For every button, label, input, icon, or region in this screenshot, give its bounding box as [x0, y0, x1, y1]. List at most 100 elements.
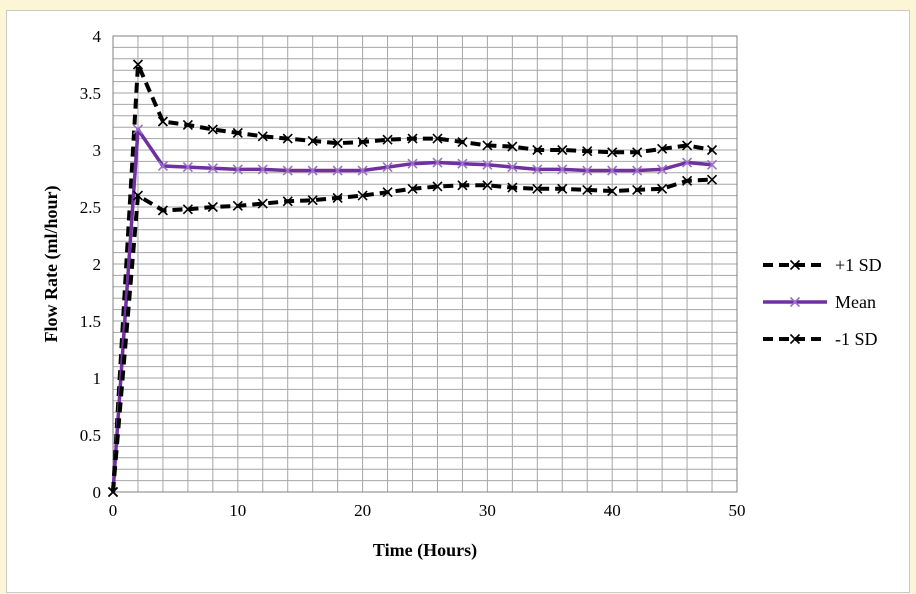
marker-stroke [207, 124, 218, 135]
data-point [657, 183, 668, 194]
marker-stroke [357, 136, 368, 148]
data-point [482, 159, 493, 170]
marker-stroke [532, 183, 543, 194]
data-point [582, 146, 593, 157]
legend-marker [789, 333, 801, 345]
marker-stroke [507, 162, 518, 173]
marker-stroke [232, 127, 243, 138]
marker-stroke [207, 201, 218, 213]
data-point [457, 136, 468, 148]
marker-stroke [157, 205, 168, 216]
data-point [632, 184, 643, 195]
grid [112, 35, 738, 493]
y-axis-title: Flow Rate (ml/hour) [41, 186, 62, 343]
marker-stroke [332, 165, 343, 176]
data-point [682, 140, 693, 151]
y-tick-label: 1.5 [80, 312, 101, 331]
marker-stroke [182, 119, 193, 130]
data-point [307, 165, 318, 176]
data-point [282, 133, 293, 144]
marker-stroke [557, 164, 568, 175]
flow-rate-chart: 0 10 20 30 40 50 0 0.5 1 1.5 2 2.5 3 3.5 4 Time (Hour… [41, 27, 882, 561]
marker-stroke [682, 140, 693, 151]
data-point [132, 124, 144, 135]
marker-stroke [607, 165, 618, 176]
plot-area-border [112, 35, 738, 493]
data-point [507, 182, 518, 193]
data-point [307, 195, 318, 206]
data-point [482, 180, 493, 191]
data-point [657, 143, 668, 154]
marker-stroke [257, 198, 268, 209]
data-point [532, 144, 543, 156]
chart-frame: 0 10 20 30 40 50 0 0.5 1 1.5 2 2.5 3 3.5 4 Time (Hour… [6, 10, 910, 593]
marker-stroke [182, 204, 193, 215]
marker-stroke [682, 175, 693, 186]
y-tick-label: 0.5 [80, 426, 101, 445]
data-point [507, 162, 518, 173]
data-point [557, 183, 568, 194]
marker-stroke [789, 333, 801, 345]
data-point [132, 190, 144, 201]
data-point [407, 158, 418, 169]
marker-stroke [582, 146, 593, 157]
marker-stroke [532, 164, 543, 175]
x-tick-label: 0 [109, 501, 118, 520]
data-point [407, 183, 418, 194]
data-point [357, 165, 368, 176]
data-point [482, 140, 493, 151]
marker-stroke [257, 131, 268, 142]
marker-stroke [432, 181, 443, 192]
marker-stroke [457, 136, 468, 148]
marker-stroke [382, 187, 393, 198]
y-tick-label: 4 [93, 27, 102, 46]
marker-stroke [382, 162, 393, 173]
data-point [706, 174, 718, 185]
marker-stroke [382, 134, 393, 145]
data-point [232, 127, 243, 138]
x-tick-label: 10 [229, 501, 246, 520]
legend-marker [789, 259, 801, 271]
data-point [706, 144, 718, 156]
data-point [232, 200, 243, 211]
data-point [607, 185, 618, 197]
marker-stroke [682, 157, 693, 168]
marker-stroke [632, 184, 643, 195]
marker-stroke [332, 138, 343, 149]
data-point [507, 141, 518, 152]
data-point [432, 133, 443, 144]
marker-stroke [607, 185, 618, 197]
data-point [182, 119, 193, 130]
data-point [157, 205, 168, 216]
data-point [682, 175, 693, 186]
legend-item: -1 SD [763, 329, 878, 349]
marker-stroke [232, 164, 243, 175]
y-tick-labels: 0 0.5 1 1.5 2 2.5 3 3.5 4 [80, 27, 102, 502]
data-point [282, 196, 293, 207]
marker-stroke [657, 143, 668, 154]
marker-stroke [507, 182, 518, 193]
data-point [432, 181, 443, 192]
legend-label: +1 SD [835, 255, 882, 275]
marker-stroke [432, 133, 443, 144]
marker-stroke [232, 200, 243, 211]
marker-stroke [706, 144, 718, 156]
data-point [407, 133, 418, 144]
marker-stroke [532, 144, 543, 156]
data-point [332, 165, 343, 176]
marker-stroke [407, 158, 418, 169]
marker-stroke [132, 190, 144, 201]
marker-stroke [357, 190, 368, 201]
marker-stroke [257, 164, 268, 175]
data-point [282, 165, 293, 176]
y-tick-label: 2 [93, 255, 102, 274]
y-tick-label: 3 [93, 141, 102, 160]
data-point [532, 164, 543, 175]
data-point [307, 135, 318, 146]
data-point [257, 131, 268, 142]
x-tick-label: 50 [729, 501, 746, 520]
marker-stroke [789, 259, 801, 271]
y-tick-label: 1 [93, 369, 102, 388]
data-point [257, 164, 268, 175]
marker-stroke [507, 141, 518, 152]
